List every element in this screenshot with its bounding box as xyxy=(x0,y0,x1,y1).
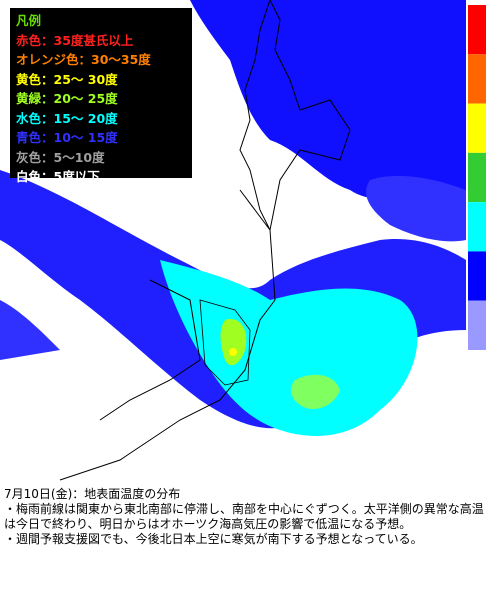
colorbar-segment xyxy=(468,103,486,153)
legend-item: 青色：10～ 15度 xyxy=(16,130,118,145)
colorbar-segment xyxy=(468,152,486,203)
colorbar-segment xyxy=(468,300,486,350)
legend-item: 黄緑：20～ 25度 xyxy=(16,91,118,106)
legend-title: 凡例 xyxy=(16,13,42,28)
caption-bullet: ・梅雨前線は関東から東北南部に停滞し、南部を中心にぐずつく。太平洋側の異常な高温… xyxy=(4,502,484,531)
caption: 7月10日(金)：地表面温度の分布 ・梅雨前線は関東から東北南部に停滞し、南部を… xyxy=(4,487,494,547)
caption-bullet: ・週間予報支援図でも、今後北日本上空に寒気が南下する予想となっている。 xyxy=(4,532,423,546)
colorbar xyxy=(468,5,486,350)
cool-patch-east xyxy=(366,175,466,242)
cool-patch-west xyxy=(0,300,60,360)
mild-region xyxy=(160,260,418,436)
caption-title: 7月10日(金)：地表面温度の分布 xyxy=(4,487,181,501)
legend-item: 黄色：25～ 30度 xyxy=(16,71,118,87)
colorbar-segment xyxy=(468,54,486,104)
legend: 凡例 赤色：35度甚氏以上オレンジ色：30～35度 黄色：25～ 30度 黄緑：20… xyxy=(10,8,192,184)
hot-spot xyxy=(229,348,237,356)
cold-region-north xyxy=(190,0,466,200)
warm-patch-land xyxy=(220,319,247,366)
legend-item: 灰色：5～10度 xyxy=(16,149,105,165)
coastline xyxy=(59,0,351,481)
legend-item: 水色：15～ 20度 xyxy=(16,110,118,126)
colorbar-segment xyxy=(468,5,486,55)
prefecture-borders xyxy=(199,299,251,386)
colorbar-segment xyxy=(468,251,486,301)
legend-item: 白色：5度以下 xyxy=(16,169,100,184)
legend-item: 赤色：35度甚氏以上 xyxy=(16,32,134,48)
temperature-map xyxy=(0,0,486,481)
warm-patch xyxy=(290,374,340,410)
legend-item: オレンジ色：30～35度 xyxy=(16,52,151,67)
colorbar-segment xyxy=(468,202,486,252)
